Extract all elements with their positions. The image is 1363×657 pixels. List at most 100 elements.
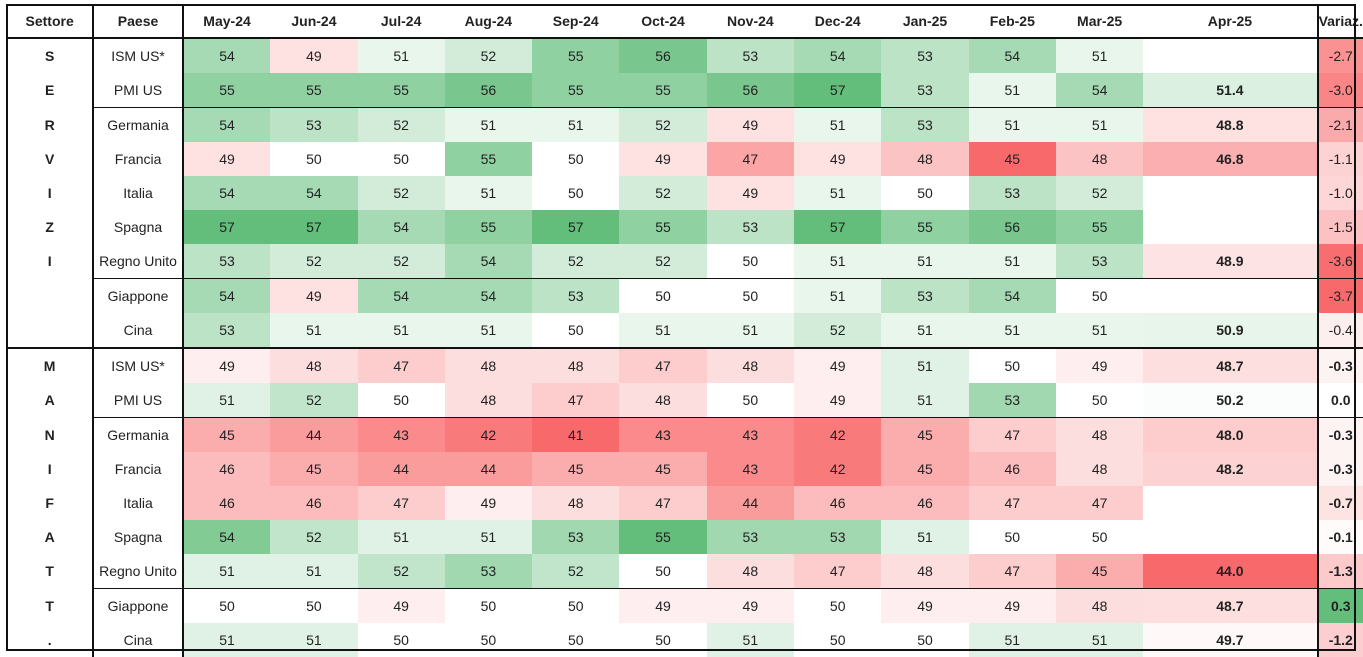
table-row: S ISM US* 54 49 51 52 55 56 53 54 53 54 51 -2.7 [7,38,1363,73]
heatmap-cell: 51 [881,347,969,383]
heatmap-cell: 45 [968,142,1056,176]
heatmap-cell: 51 [357,520,445,554]
heatmap-cell: 50 [1055,383,1144,418]
country-label: Cina [93,623,184,657]
heatmap-cell: 50 [706,244,795,279]
heatmap-cell: 53 [182,244,271,279]
column-header: Mar-25 [1055,5,1144,39]
heatmap-cell: 47 [357,486,445,520]
apr-25-cell: 50.2 [1143,383,1319,418]
variation-cell: -3.7 [1317,278,1363,313]
sector-letter: T [7,554,95,589]
apr-25-cell: 44.0 [1143,554,1319,589]
column-header: Feb-25 [968,5,1056,39]
heatmap-cell: 46 [794,486,882,520]
heatmap-cell: 51 [444,313,533,348]
variation-cell: -3.6 [1317,244,1363,279]
heatmap-cell: 48 [706,347,795,383]
heatmap-cell: 50 [532,313,620,348]
column-header: Jan-25 [881,5,969,39]
table-row: F Italia 46 46 47 49 48 47 44 46 46 47 47 -0.7 [7,486,1363,520]
variation-cell: -1.1 [1317,142,1363,176]
heatmap-cell: 51 [532,107,620,142]
heatmap-cell: 49 [1055,347,1144,383]
country-label: Regno Unito [93,554,184,589]
heatmap-cell: 54 [1055,73,1144,108]
heatmap-cell: 54 [182,278,271,313]
variation-cell: -1.0 [1317,176,1363,210]
heatmap-cell: 54 [794,38,882,73]
heatmap-cell: 57 [532,210,620,244]
heatmap-cell: 51 [968,73,1056,108]
heatmap-cell: 50 [532,176,620,210]
heatmap-cell: 55 [444,142,533,176]
heatmap-cell: 49 [794,142,882,176]
heatmap-cell: 49 [270,278,358,313]
apr-25-cell [1143,278,1319,313]
variation-cell: -2.1 [1317,107,1363,142]
heatmap-cell: 44 [357,452,445,486]
heatmap-cell: 41 [532,417,620,452]
heatmap-cell: 55 [619,520,707,554]
heatmap-cell: 50 [444,623,533,657]
heatmap-cell: 52 [357,244,445,279]
heatmap-cell: 49 [706,588,795,623]
heatmap-cell: 50 [881,623,969,657]
country-label: PMI US [93,73,184,108]
heatmap-cell: 53 [968,383,1056,418]
heatmap-cell: 52 [619,244,707,279]
heatmap-cell: 50 [1055,278,1144,313]
heatmap-cell: 55 [357,73,445,108]
heatmap-cell: 50 [1055,520,1144,554]
heatmap-cell: 55 [619,73,707,108]
heatmap-cell: 51 [968,107,1056,142]
heatmap-cell: 49 [619,588,707,623]
variation-cell: -0.4 [1317,313,1363,348]
heatmap-cell: 49 [794,383,882,418]
country-label: Cina [93,313,184,348]
country-label: Spagna [93,210,184,244]
heatmap-cell: 51 [1055,38,1144,73]
table-row: Z Spagna 57 57 54 55 57 55 53 57 55 56 55 -1.5 [7,210,1363,244]
heatmap-cell: 54 [968,278,1056,313]
heatmap-cell: 56 [706,73,795,108]
heatmap-cell: 48 [1055,452,1144,486]
heatmap-cell: 48 [881,142,969,176]
heatmap-cell: 51 [444,107,533,142]
country-label: Giappone [93,588,184,623]
variation-cell: -3.0 [1317,73,1363,108]
table-row: R Germania 54 53 52 51 51 52 49 51 53 51 51 48.8 -2.1 [7,107,1363,142]
sector-letter: N [7,417,95,452]
heatmap-cell: 55 [1055,210,1144,244]
variation-cell: -0.3 [1317,347,1363,383]
variation-cell: -0.3 [1317,417,1363,452]
country-label: Spagna [93,520,184,554]
heatmap-cell: 53 [182,313,271,348]
heatmap-cell: 44 [270,417,358,452]
sector-letter [7,313,95,348]
heatmap-cell: 45 [619,452,707,486]
column-header: Aug-24 [444,5,533,39]
heatmap-cell: 55 [881,210,969,244]
sector-letter: I [7,176,95,210]
heatmap-cell: 51 [357,38,445,73]
heatmap-cell: 49 [357,588,445,623]
heatmap-cell: 47 [1055,486,1144,520]
heatmap-cell: 50 [619,623,707,657]
country-label: Giappone [93,278,184,313]
heatmap-cell: 51 [619,313,707,348]
heatmap-cell: 52 [270,383,358,418]
heatmap-cell: 57 [182,210,271,244]
table-row: Giappone 54 49 54 54 53 50 50 51 53 54 50 -3.7 [7,278,1363,313]
apr-25-cell: 48.7 [1143,347,1319,383]
heatmap-cell: 50 [881,176,969,210]
column-header: Paese [93,5,184,39]
heatmap-cell: 54 [182,107,271,142]
heatmap-cell: 50 [706,278,795,313]
heatmap-cell: 54 [182,176,271,210]
heatmap-cell: 55 [182,73,271,108]
heatmap-cell: 47 [619,486,707,520]
apr-25-cell [1143,176,1319,210]
heatmap-cell: 51 [182,554,271,589]
apr-25-cell: 48.7 [1143,588,1319,623]
